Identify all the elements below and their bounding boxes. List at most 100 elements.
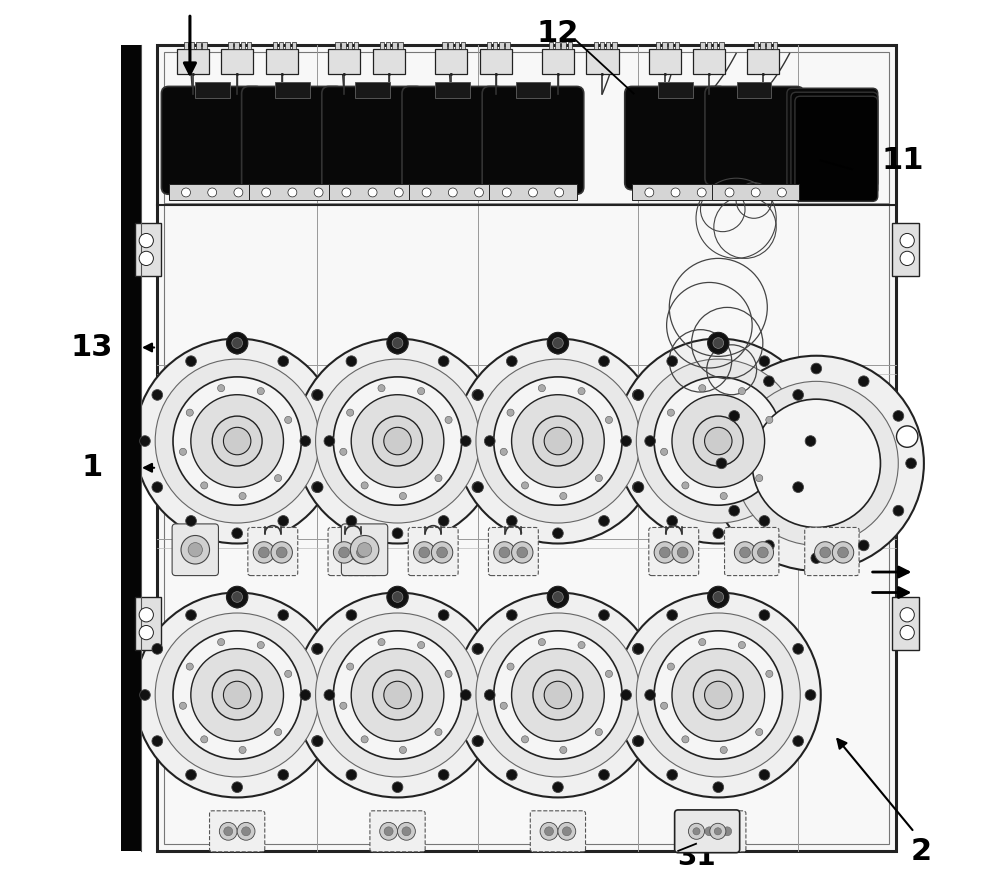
Circle shape bbox=[757, 547, 768, 558]
Circle shape bbox=[472, 389, 483, 400]
Circle shape bbox=[295, 339, 500, 544]
FancyBboxPatch shape bbox=[482, 86, 584, 194]
Circle shape bbox=[672, 649, 765, 741]
Circle shape bbox=[276, 547, 287, 558]
Bar bbox=[249, 184, 336, 200]
Bar bbox=[435, 82, 470, 98]
Circle shape bbox=[708, 586, 729, 608]
Circle shape bbox=[346, 609, 357, 620]
Bar bbox=[737, 82, 771, 98]
Circle shape bbox=[756, 729, 763, 736]
Bar bbox=[275, 82, 310, 98]
Circle shape bbox=[507, 409, 514, 416]
Circle shape bbox=[693, 670, 743, 720]
Circle shape bbox=[173, 631, 301, 759]
Circle shape bbox=[476, 359, 640, 523]
Circle shape bbox=[152, 482, 163, 493]
Circle shape bbox=[699, 639, 706, 646]
Circle shape bbox=[751, 188, 760, 197]
FancyBboxPatch shape bbox=[725, 527, 779, 576]
Circle shape bbox=[135, 339, 340, 544]
Circle shape bbox=[275, 729, 282, 736]
Circle shape bbox=[253, 542, 275, 563]
Circle shape bbox=[756, 475, 763, 482]
Circle shape bbox=[399, 493, 407, 500]
Circle shape bbox=[368, 188, 377, 197]
Circle shape bbox=[553, 592, 563, 602]
Circle shape bbox=[811, 364, 822, 374]
Circle shape bbox=[759, 609, 770, 620]
Circle shape bbox=[438, 609, 449, 620]
Bar bbox=[234, 42, 239, 49]
Circle shape bbox=[419, 547, 430, 558]
Circle shape bbox=[900, 608, 914, 622]
Text: 1: 1 bbox=[81, 454, 103, 482]
Bar bbox=[668, 42, 673, 49]
Circle shape bbox=[811, 552, 822, 563]
Circle shape bbox=[654, 631, 782, 759]
Circle shape bbox=[777, 188, 786, 197]
Circle shape bbox=[633, 643, 644, 654]
Circle shape bbox=[239, 493, 246, 500]
Circle shape bbox=[645, 690, 655, 700]
Circle shape bbox=[418, 642, 425, 649]
Circle shape bbox=[278, 516, 289, 527]
Circle shape bbox=[435, 475, 442, 482]
Circle shape bbox=[312, 643, 322, 654]
Bar bbox=[455, 42, 459, 49]
Circle shape bbox=[759, 770, 770, 781]
FancyBboxPatch shape bbox=[805, 527, 859, 576]
Circle shape bbox=[232, 782, 243, 793]
Bar bbox=[700, 42, 705, 49]
Bar bbox=[247, 42, 251, 49]
Circle shape bbox=[521, 736, 529, 743]
Circle shape bbox=[422, 188, 431, 197]
Circle shape bbox=[278, 609, 289, 620]
Circle shape bbox=[805, 436, 816, 446]
Circle shape bbox=[738, 642, 745, 649]
Circle shape bbox=[300, 690, 311, 700]
Circle shape bbox=[186, 356, 196, 366]
FancyBboxPatch shape bbox=[161, 86, 263, 194]
Bar bbox=[292, 42, 296, 49]
Circle shape bbox=[475, 188, 483, 197]
Bar bbox=[713, 42, 717, 49]
Bar bbox=[461, 42, 465, 49]
Circle shape bbox=[815, 542, 836, 563]
Circle shape bbox=[139, 233, 153, 248]
Circle shape bbox=[232, 343, 243, 354]
Circle shape bbox=[218, 639, 225, 646]
Circle shape bbox=[713, 782, 724, 793]
Bar bbox=[398, 42, 403, 49]
Bar bbox=[612, 42, 617, 49]
Bar bbox=[632, 184, 719, 200]
Circle shape bbox=[713, 592, 724, 602]
Circle shape bbox=[729, 505, 740, 516]
Circle shape bbox=[361, 482, 368, 489]
Circle shape bbox=[538, 639, 545, 646]
Circle shape bbox=[188, 543, 202, 557]
Circle shape bbox=[455, 593, 660, 797]
Circle shape bbox=[351, 395, 444, 487]
Bar bbox=[712, 184, 799, 200]
Circle shape bbox=[155, 359, 319, 523]
Circle shape bbox=[595, 475, 602, 482]
Circle shape bbox=[506, 516, 517, 527]
Circle shape bbox=[399, 747, 407, 754]
Circle shape bbox=[553, 782, 563, 793]
Circle shape bbox=[553, 527, 563, 538]
Bar bbox=[228, 42, 233, 49]
Circle shape bbox=[312, 643, 323, 654]
Circle shape bbox=[858, 540, 869, 551]
Circle shape bbox=[645, 436, 655, 446]
Bar bbox=[135, 597, 161, 650]
Circle shape bbox=[705, 827, 714, 836]
Bar bbox=[656, 42, 660, 49]
Circle shape bbox=[232, 597, 243, 608]
Circle shape bbox=[312, 482, 323, 493]
Circle shape bbox=[285, 670, 292, 677]
Circle shape bbox=[502, 188, 511, 197]
Bar bbox=[335, 42, 340, 49]
Circle shape bbox=[682, 482, 689, 489]
Circle shape bbox=[179, 448, 187, 455]
